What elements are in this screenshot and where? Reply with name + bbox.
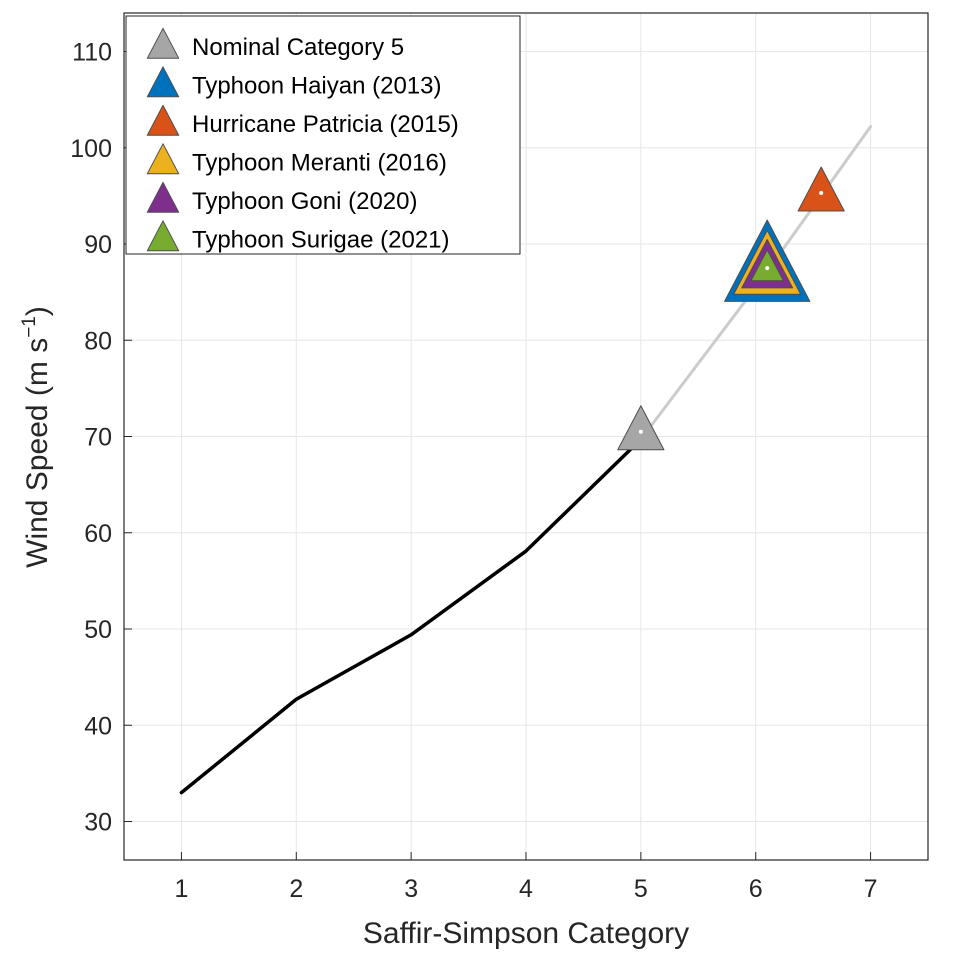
y-tick-label: 90: [84, 231, 112, 259]
y-tick-label: 80: [84, 327, 112, 355]
x-tick-labels: 1 2 3 4 5 6 7: [174, 875, 877, 903]
legend-swatch-typhoon-haiyan-2013: [146, 66, 180, 98]
marker-center-dot: [819, 190, 824, 195]
legend-label-hurricane-patricia-2015: Hurricane Patricia (2015): [192, 111, 459, 138]
legend-swatch-typhoon-goni-2020: [146, 181, 180, 213]
y-tick-label: 50: [84, 616, 112, 644]
legend-swatch-typhoon-meranti-2016: [146, 143, 180, 175]
legend-label-typhoon-meranti-2016: Typhoon Meranti (2016): [192, 150, 447, 177]
x-tick-label: 4: [519, 875, 533, 903]
legend-label-typhoon-surigae-2021: Typhoon Surigae (2021): [192, 227, 450, 254]
y-axis-title-superscript: −1: [19, 316, 40, 338]
y-tick-label: 40: [84, 712, 112, 740]
x-axis-title: Saffir-Simpson Category: [363, 917, 689, 950]
y-tick-label: 30: [84, 809, 112, 837]
y-axis-title-close: ): [21, 306, 54, 316]
x-tick-label: 5: [634, 875, 648, 903]
legend-swatch-hurricane-patricia-2015: [146, 104, 180, 136]
y-tick-label: 60: [84, 520, 112, 548]
y-axis-title: Wind Speed (m s−1): [19, 306, 54, 568]
y-tick-label: 70: [84, 424, 112, 452]
y-tick-label: 110: [72, 39, 112, 67]
marker-nominal-category-5: [617, 405, 665, 451]
legend-swatch-nominal-category-5: [146, 27, 180, 59]
y-axis-title-main: Wind Speed (m s: [21, 338, 54, 568]
plot-frame: [123, 12, 929, 861]
series-line-category-minimum: [179, 437, 643, 795]
legend: Nominal Category 5 Typhoon Haiyan (2013) H…: [125, 15, 521, 255]
legend-label-nominal-category-5: Nominal Category 5: [192, 34, 404, 61]
marker-center-dot: [638, 429, 643, 434]
legend-label-typhoon-haiyan-2013: Typhoon Haiyan (2013): [192, 73, 442, 100]
y-tick-label: 100: [70, 135, 112, 163]
marker-center-dot: [765, 266, 770, 271]
legend-label-typhoon-goni-2020: Typhoon Goni (2020): [192, 188, 417, 215]
x-tick-label: 2: [289, 875, 303, 903]
y-tick-labels: 30 40 50 60 70 80 90 100 110: [70, 39, 112, 837]
marker-hurricane-patricia-2015: [797, 166, 845, 212]
x-tick-label: 7: [864, 875, 878, 903]
x-tick-label: 1: [174, 875, 188, 903]
x-tick-label: 6: [749, 875, 763, 903]
data-markers: [617, 166, 845, 451]
marker-typhoon-surigae-2021: [750, 249, 784, 282]
x-tick-label: 3: [404, 875, 418, 903]
legend-swatch-typhoon-surigae-2021: [146, 220, 180, 252]
legend-box: [125, 15, 521, 255]
